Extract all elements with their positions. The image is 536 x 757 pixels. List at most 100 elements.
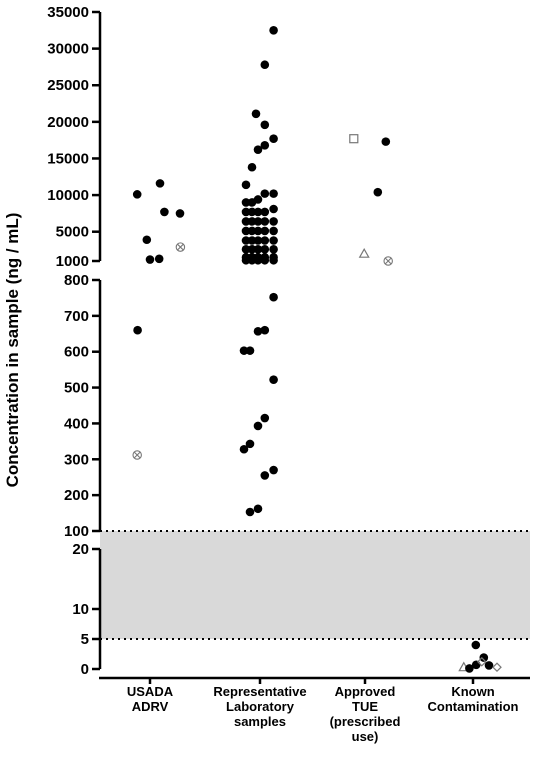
y-tick-label: 10 [72, 601, 89, 618]
data-point [245, 507, 255, 517]
data-point [465, 664, 474, 673]
y-tick-label: 300 [64, 451, 89, 468]
data-point [245, 439, 255, 449]
data-point [260, 471, 270, 480]
data-point [247, 255, 257, 265]
data-point [253, 326, 263, 336]
data-point [132, 190, 142, 199]
shaded-band [100, 531, 530, 639]
data-point-diamond [476, 656, 487, 667]
y-tick-label: 20 [72, 541, 89, 558]
x-category-label: Representative [213, 684, 306, 699]
data-point [247, 244, 257, 254]
data-point [260, 60, 270, 70]
data-point [253, 421, 263, 431]
data-point [241, 198, 251, 207]
data-point [239, 346, 249, 355]
data-point [260, 189, 270, 198]
x-category-label: Approved [335, 684, 396, 699]
data-point [484, 661, 494, 670]
x-category-label: samples [234, 714, 286, 729]
data-point [269, 226, 278, 236]
y-tick-label: 800 [64, 272, 89, 289]
y-tick-label: 700 [64, 308, 89, 325]
data-point [155, 179, 165, 188]
x-category-label: TUE [352, 699, 378, 714]
x-category-label: Known [451, 684, 494, 699]
data-point [247, 226, 257, 236]
data-point [247, 236, 257, 245]
data-point [253, 217, 263, 226]
data-point-circle-x [175, 242, 186, 252]
data-point [253, 195, 263, 204]
y-tick-label: 20000 [47, 114, 89, 131]
x-category-label: Laboratory [226, 699, 295, 714]
data-point [241, 180, 251, 190]
x-category-label: ADRV [132, 699, 169, 714]
data-point [253, 226, 263, 236]
data-point [154, 254, 164, 264]
y-tick-label: 500 [64, 380, 89, 397]
y-tick-label: 25000 [47, 77, 89, 94]
data-point [260, 325, 270, 335]
data-point [260, 217, 270, 226]
data-point-diamond [492, 662, 502, 673]
y-tick-label: 400 [64, 415, 89, 432]
data-point [241, 207, 251, 217]
data-point [471, 640, 481, 650]
x-category-label: use) [352, 729, 379, 744]
y-tick-label: 0 [81, 661, 89, 678]
data-point [247, 162, 257, 172]
data-point [145, 255, 155, 264]
data-point [260, 120, 270, 130]
y-axis-label: Concentration in sample (ng / mL) [3, 213, 22, 488]
data-point [269, 134, 278, 143]
data-point-circle-x [132, 450, 142, 460]
data-point-square [349, 134, 359, 144]
y-tick-label: 600 [64, 344, 89, 361]
data-point [269, 189, 278, 198]
x-category-label: (prescribed [330, 714, 401, 729]
data-point [253, 255, 263, 265]
data-point [253, 244, 263, 254]
y-tick-label: 30000 [47, 41, 89, 58]
data-point [269, 244, 278, 254]
data-point [253, 207, 263, 217]
data-point [269, 26, 278, 35]
data-point [260, 207, 270, 217]
data-point [241, 236, 251, 245]
data-point [269, 465, 278, 475]
data-point-circle-x [383, 256, 393, 266]
data-point-triangle [358, 247, 370, 258]
data-point [471, 660, 481, 670]
data-points [132, 26, 502, 673]
data-point [479, 653, 489, 662]
data-point [241, 255, 251, 265]
y-tick-label: 35000 [47, 4, 89, 21]
data-point [241, 217, 251, 226]
y-tick-label: 10000 [47, 187, 89, 204]
data-point [160, 207, 169, 217]
data-point [260, 226, 270, 236]
data-point [373, 187, 383, 197]
data-point [239, 444, 249, 454]
data-point [245, 346, 255, 355]
data-point [269, 236, 278, 245]
data-point [175, 209, 185, 218]
y-tick-label: 1000 [56, 253, 89, 270]
x-category-label: USADA [127, 684, 174, 699]
data-point [260, 244, 270, 254]
x-category-label: Contamination [428, 699, 519, 714]
y-tick-label: 15000 [47, 150, 89, 167]
y-tick-label: 100 [64, 523, 89, 540]
y-tick-label: 200 [64, 487, 89, 504]
data-point [241, 226, 251, 236]
data-point [269, 292, 278, 302]
data-point [142, 235, 152, 245]
data-point [133, 325, 142, 335]
y-tick-label: 5000 [56, 224, 89, 241]
data-point [260, 236, 270, 245]
data-point [241, 244, 251, 254]
